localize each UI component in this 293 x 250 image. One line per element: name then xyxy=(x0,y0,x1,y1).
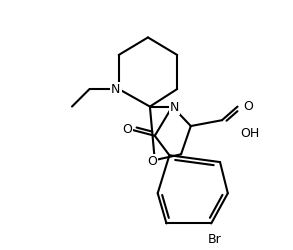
Text: OH: OH xyxy=(241,127,260,140)
Text: O: O xyxy=(147,154,157,168)
Text: O: O xyxy=(243,100,253,113)
Text: N: N xyxy=(111,82,120,96)
Text: O: O xyxy=(122,124,132,136)
Text: N: N xyxy=(170,101,179,114)
Text: Br: Br xyxy=(207,233,221,246)
